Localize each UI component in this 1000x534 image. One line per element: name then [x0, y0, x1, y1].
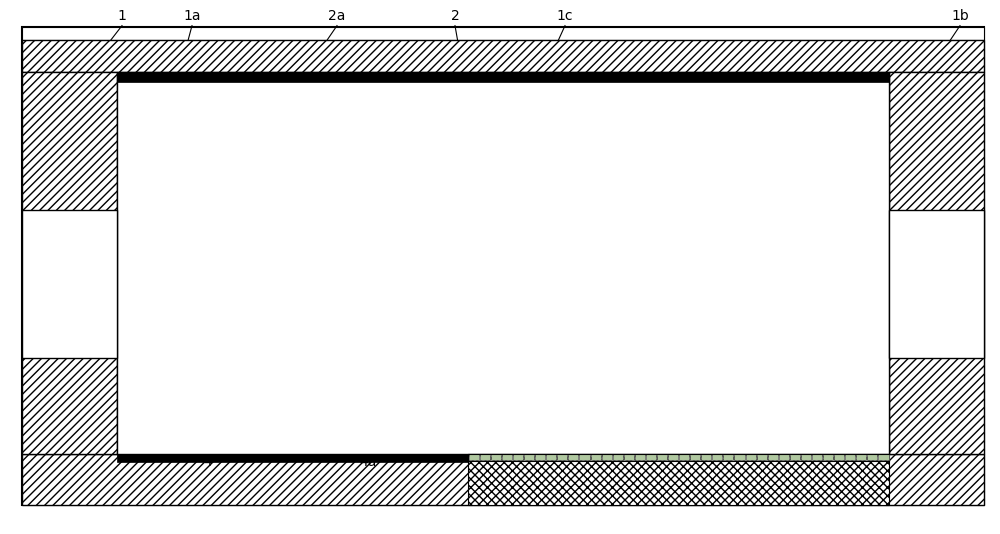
Text: 1a: 1a — [183, 9, 201, 23]
Bar — [734, 454, 745, 460]
Bar — [690, 454, 700, 460]
Bar — [22, 27, 984, 40]
Bar — [22, 72, 117, 454]
Bar — [491, 454, 501, 460]
Bar — [635, 454, 645, 460]
Bar — [579, 454, 590, 460]
Bar — [117, 72, 889, 82]
Bar — [867, 454, 877, 460]
Bar — [646, 454, 656, 460]
Text: 4a: 4a — [359, 455, 377, 469]
Bar — [757, 454, 767, 460]
Bar — [889, 72, 984, 454]
Bar — [22, 40, 984, 72]
Bar — [524, 454, 534, 460]
Bar — [602, 454, 612, 460]
Bar — [22, 27, 984, 505]
Text: 1c: 1c — [557, 9, 573, 23]
Bar — [546, 454, 556, 460]
Text: 3a: 3a — [716, 455, 734, 469]
Bar — [878, 454, 889, 460]
Bar — [801, 454, 811, 460]
Text: 2: 2 — [451, 9, 459, 23]
Bar — [856, 454, 866, 460]
Bar — [502, 454, 512, 460]
Bar — [790, 454, 800, 460]
Bar — [22, 454, 984, 505]
Text: 1: 1 — [118, 9, 126, 23]
Text: 4: 4 — [204, 455, 212, 469]
Bar — [812, 454, 822, 460]
Bar — [613, 454, 623, 460]
Bar — [845, 454, 855, 460]
Bar — [701, 454, 711, 460]
Bar — [723, 454, 733, 460]
Text: 2a: 2a — [328, 9, 346, 23]
Bar — [823, 454, 833, 460]
Bar — [746, 454, 756, 460]
Bar — [657, 454, 667, 460]
Bar — [535, 454, 545, 460]
Bar — [624, 454, 634, 460]
Bar — [117, 72, 889, 454]
Bar — [117, 454, 468, 462]
Bar — [591, 454, 601, 460]
Bar — [834, 454, 844, 460]
Bar — [712, 454, 722, 460]
Bar — [679, 454, 689, 460]
Bar — [889, 209, 984, 358]
Bar — [469, 454, 479, 460]
Bar — [768, 454, 778, 460]
Bar — [568, 454, 578, 460]
Text: 3: 3 — [591, 455, 599, 469]
Bar — [557, 454, 567, 460]
Bar — [468, 454, 889, 505]
Bar — [480, 454, 490, 460]
Bar — [779, 454, 789, 460]
Bar — [22, 209, 117, 358]
Bar — [513, 454, 523, 460]
Text: 1b: 1b — [951, 9, 969, 23]
Bar — [668, 454, 678, 460]
